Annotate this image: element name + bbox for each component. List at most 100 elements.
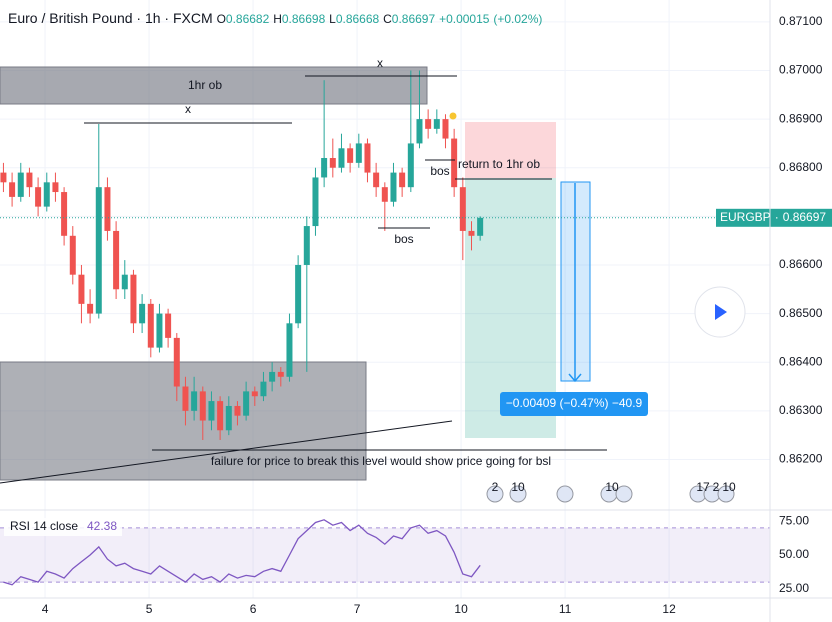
field-label: O bbox=[216, 12, 226, 26]
candle-body bbox=[147, 303, 154, 348]
y-tick-label: 0.86900 bbox=[779, 111, 823, 125]
annotation: x bbox=[185, 102, 191, 116]
candle-body bbox=[433, 119, 440, 129]
candle-body bbox=[312, 177, 319, 227]
ohlc-fields: O0.86682 H0.86698 L0.86668 C0.86697 bbox=[217, 10, 440, 26]
field-value: 0.86698 bbox=[281, 12, 326, 26]
y-tick-label: 0.86600 bbox=[779, 257, 823, 271]
candle-body bbox=[130, 274, 137, 324]
y-tick-label: 0.86800 bbox=[779, 160, 823, 174]
measure-label: −0.00409 (−0.47%) −40.9 bbox=[506, 396, 643, 410]
x-tick-label: 12 bbox=[662, 602, 676, 616]
price-tag-sep: · bbox=[775, 210, 779, 224]
x-tick-label: 10 bbox=[454, 602, 468, 616]
candle-body bbox=[17, 172, 24, 197]
event-icon bbox=[717, 485, 735, 503]
play-icon bbox=[715, 304, 727, 320]
y-tick-label: 50.00 bbox=[779, 547, 809, 561]
y-tick-label: 0.86200 bbox=[779, 452, 823, 466]
candle-body bbox=[269, 371, 276, 382]
measure-arrow-head bbox=[568, 373, 582, 383]
rsi-line bbox=[3, 519, 481, 586]
candle-body bbox=[425, 119, 432, 129]
field-label: H bbox=[273, 12, 282, 26]
annotation: 1hr ob bbox=[188, 78, 222, 92]
change-pct: (+0.02%) bbox=[493, 12, 543, 26]
candle-body bbox=[95, 187, 102, 314]
annotation: bos bbox=[430, 164, 449, 178]
event-label: 10 bbox=[511, 480, 525, 494]
candle-body bbox=[0, 172, 7, 183]
event-label: 17 bbox=[696, 480, 710, 494]
candle-body bbox=[286, 323, 293, 377]
event-label: 10 bbox=[722, 480, 736, 494]
candle-body bbox=[113, 230, 120, 290]
annotation: failure for price to break this level wo… bbox=[211, 454, 551, 468]
candle-body bbox=[52, 182, 59, 193]
candle-body bbox=[9, 182, 16, 197]
price-tag: EURGBP · 0.86697 bbox=[720, 210, 826, 224]
change: +0.00015 bbox=[439, 12, 490, 26]
event-icon bbox=[615, 485, 633, 503]
field-value: 0.86668 bbox=[335, 12, 380, 26]
candle-body bbox=[87, 303, 94, 314]
y-tick-label: 75.00 bbox=[779, 513, 809, 527]
candle-body bbox=[355, 143, 362, 163]
candle-body bbox=[442, 119, 449, 139]
event-label: 10 bbox=[605, 480, 619, 494]
candle-body bbox=[156, 313, 163, 348]
x-tick-label: 4 bbox=[42, 602, 49, 616]
y-tick-label: 0.87000 bbox=[779, 63, 823, 77]
event-label: 2 bbox=[713, 480, 720, 494]
field-label: C bbox=[383, 12, 392, 26]
candle-body bbox=[338, 148, 345, 168]
price-tag-symbol: EURGBP bbox=[720, 210, 771, 224]
candle-body bbox=[468, 230, 475, 236]
rsi-title: RSI 14 close bbox=[10, 519, 78, 533]
candle-body bbox=[243, 391, 250, 416]
candle-body bbox=[208, 401, 215, 421]
interval: 1h bbox=[144, 10, 161, 26]
candle-body bbox=[416, 119, 423, 144]
annotation: x bbox=[377, 56, 383, 70]
trend-line bbox=[0, 420, 453, 484]
header: Euro / British Pound · 1h · FXCM O0.8668… bbox=[8, 10, 543, 26]
candle-body bbox=[329, 158, 336, 168]
candle-body bbox=[277, 371, 284, 377]
candle-body bbox=[173, 337, 180, 387]
y-tick-label: 0.86400 bbox=[779, 354, 823, 368]
x-tick-label: 6 bbox=[250, 602, 257, 616]
candle-body bbox=[78, 274, 85, 304]
candle-body bbox=[43, 182, 50, 207]
measure-label-bg bbox=[500, 392, 648, 416]
candle-body bbox=[459, 187, 466, 231]
stop-zone bbox=[465, 122, 556, 178]
candle-body bbox=[191, 391, 198, 411]
candle-body bbox=[399, 172, 406, 188]
candle-body bbox=[303, 226, 310, 265]
candle-body bbox=[26, 172, 33, 188]
symbol: Euro / British Pound bbox=[8, 10, 133, 26]
candle-body bbox=[364, 143, 371, 173]
rsi-value: 42.38 bbox=[87, 519, 117, 533]
y-tick-label: 0.86500 bbox=[779, 306, 823, 320]
candle-body bbox=[451, 138, 458, 188]
y-tick-label: 0.86300 bbox=[779, 403, 823, 417]
candle-body bbox=[251, 391, 258, 397]
zone bbox=[0, 361, 367, 481]
candle-body bbox=[234, 405, 241, 416]
candle-body bbox=[217, 401, 224, 431]
y-tick-label: 0.87100 bbox=[779, 14, 823, 28]
candle-body bbox=[69, 235, 76, 275]
candle-body bbox=[104, 187, 111, 231]
candle-body bbox=[373, 172, 380, 188]
event-icon bbox=[486, 485, 504, 503]
candle-body bbox=[121, 274, 128, 290]
candle-body bbox=[321, 158, 328, 178]
price-tag-value: 0.86697 bbox=[783, 210, 827, 224]
candle-body bbox=[35, 187, 42, 207]
event-icon bbox=[509, 485, 527, 503]
candle-body bbox=[61, 192, 68, 236]
